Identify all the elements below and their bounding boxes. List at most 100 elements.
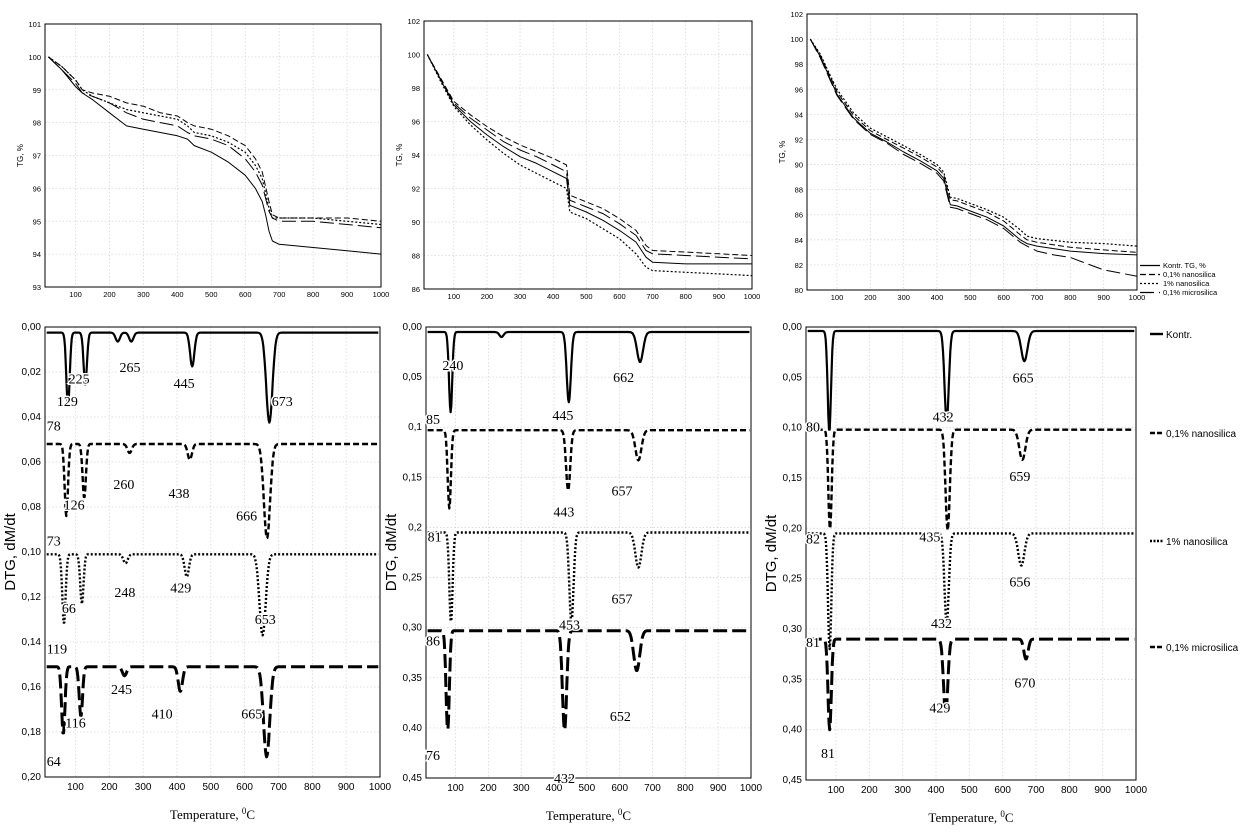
plot-frame [806,13,1138,291]
dtg-panel-2: 100 200 300 400 500 600 700 800 900 1000 0,00 0,05 0… [383,322,763,823]
x-tick-label: 900 [1094,785,1111,796]
dtg-series-line [427,429,750,510]
y-tick-label: 88 [412,252,420,261]
y-tick-label: 82 [795,261,803,270]
y-tick-label: 95 [33,217,41,226]
x-tick-label: 900 [1097,293,1110,302]
x-tick-label: 200 [480,783,497,794]
plot-border [44,23,382,288]
legend-label: 0,1% microsilica [1166,643,1239,654]
peak-label: 81 [428,530,442,545]
peak-label: 656 [1009,576,1030,591]
peak-label: 64 [47,755,61,770]
x-tick-label: 900 [341,290,354,299]
legend-label: 0,1% nanosilica [1163,270,1216,279]
peak-label: 432 [554,772,575,787]
legend-label: 1% nanosilica [1166,537,1228,548]
dtg-series-line [807,532,1135,651]
x-tick-label: 400 [546,783,563,794]
y-tick-label: 0,15 [783,473,803,484]
x-tick-label: 500 [579,783,596,794]
peak-label: 666 [236,510,257,525]
y-tick-label: 84 [795,236,803,245]
peak-label: 78 [47,420,61,435]
peak-label: 245 [111,683,132,698]
peak-label: 653 [255,613,276,628]
x-tick-label: 700 [1031,293,1044,302]
x-tick-label: 700 [1028,785,1045,796]
peak-label: 80 [806,421,820,436]
dtg-series-line [427,330,750,414]
y-axis-label: TG, % [778,141,787,164]
y-tick-label: 0,10 [22,547,42,558]
x-tick-label: 600 [997,293,1010,302]
x-tick-label: 200 [864,293,877,302]
tg-series-line [426,54,753,256]
y-tick-label: 0,45 [403,773,423,784]
peak-label: 119 [47,642,67,657]
peak-label: 665 [1013,371,1034,386]
x-tick-label: 500 [202,782,219,793]
x-tick-label: 700 [644,783,661,794]
x-axis-label-part: Temperature, [928,810,1000,825]
x-tick-label: 600 [239,290,252,299]
dtg-series-line [426,629,751,732]
tg-series-line [426,54,752,265]
y-tick-label: 92 [795,135,803,144]
peak-label: 66 [62,602,76,617]
x-tick-label: 800 [1061,785,1078,796]
y-tick-label: 96 [412,118,420,127]
tg-panel-3: 100 200 300 400 500 600 700 800 900 1000 80 82 84 86 8… [778,10,1145,302]
dtg-series-line [46,331,379,424]
x-axis-label-part: C [622,808,631,823]
y-tick-label: 0,20 [22,772,42,783]
x-tick-label: 100 [828,785,845,796]
y-tick-label: 90 [412,218,420,227]
x-axis-label-sup: 0 [618,807,623,817]
y-tick-label: 0,06 [22,457,42,468]
y-tick-label: 0,35 [403,673,423,684]
x-tick-label: 600 [994,785,1011,796]
x-axis-label: Temperature, 0C [928,809,1013,825]
peak-label: 445 [174,377,195,392]
peak-label: 429 [929,702,950,717]
y-tick-label: 0,40 [403,723,423,734]
peak-label: 81 [821,747,835,762]
y-tick-label: 0,25 [403,573,423,584]
peak-label: 260 [113,478,134,493]
y-tick-label: 99 [33,86,41,95]
y-tick-label: 0,35 [783,674,803,685]
x-tick-label: 100 [447,783,464,794]
x-tick-label: 100 [69,290,82,299]
x-axis-label-part: C [246,807,255,822]
peak-label: 265 [119,361,140,376]
y-tick-label: 0,00 [783,322,803,333]
dtg-panel-3: 100 200 300 400 500 600 700 800 900 10000,000,050… [763,322,1148,825]
x-tick-label: 800 [677,783,694,794]
peak-label: 86 [426,635,440,650]
plot-border [806,13,1138,291]
tg-series-line [809,38,1138,256]
y-tick-label: 0,25 [783,574,803,585]
y-tick-label: 0,08 [22,502,42,513]
y-tick-label: 0,18 [22,727,42,738]
legend-label: 0,1% nanosilica [1166,429,1236,440]
peak-label: 665 [241,708,262,723]
x-tick-label: 1000 [373,290,390,299]
y-tick-label: 0,20 [783,523,803,534]
tg-series-line [48,56,382,255]
y-tick-label: 0,00 [22,322,42,333]
tg-series-line [809,38,1138,247]
x-tick-label: 300 [514,292,527,301]
y-tick-label: 0,40 [783,725,803,736]
peak-label: 657 [611,484,632,499]
peak-label: 248 [114,586,135,601]
x-tick-label: 200 [481,292,494,301]
x-tick-label: 700 [270,782,287,793]
peak-label: 225 [69,372,90,387]
x-tick-label: 600 [611,783,628,794]
y-tick-label: 101 [28,20,41,29]
y-tick-label: 0,02 [22,367,42,378]
y-tick-label: 88 [795,186,803,195]
